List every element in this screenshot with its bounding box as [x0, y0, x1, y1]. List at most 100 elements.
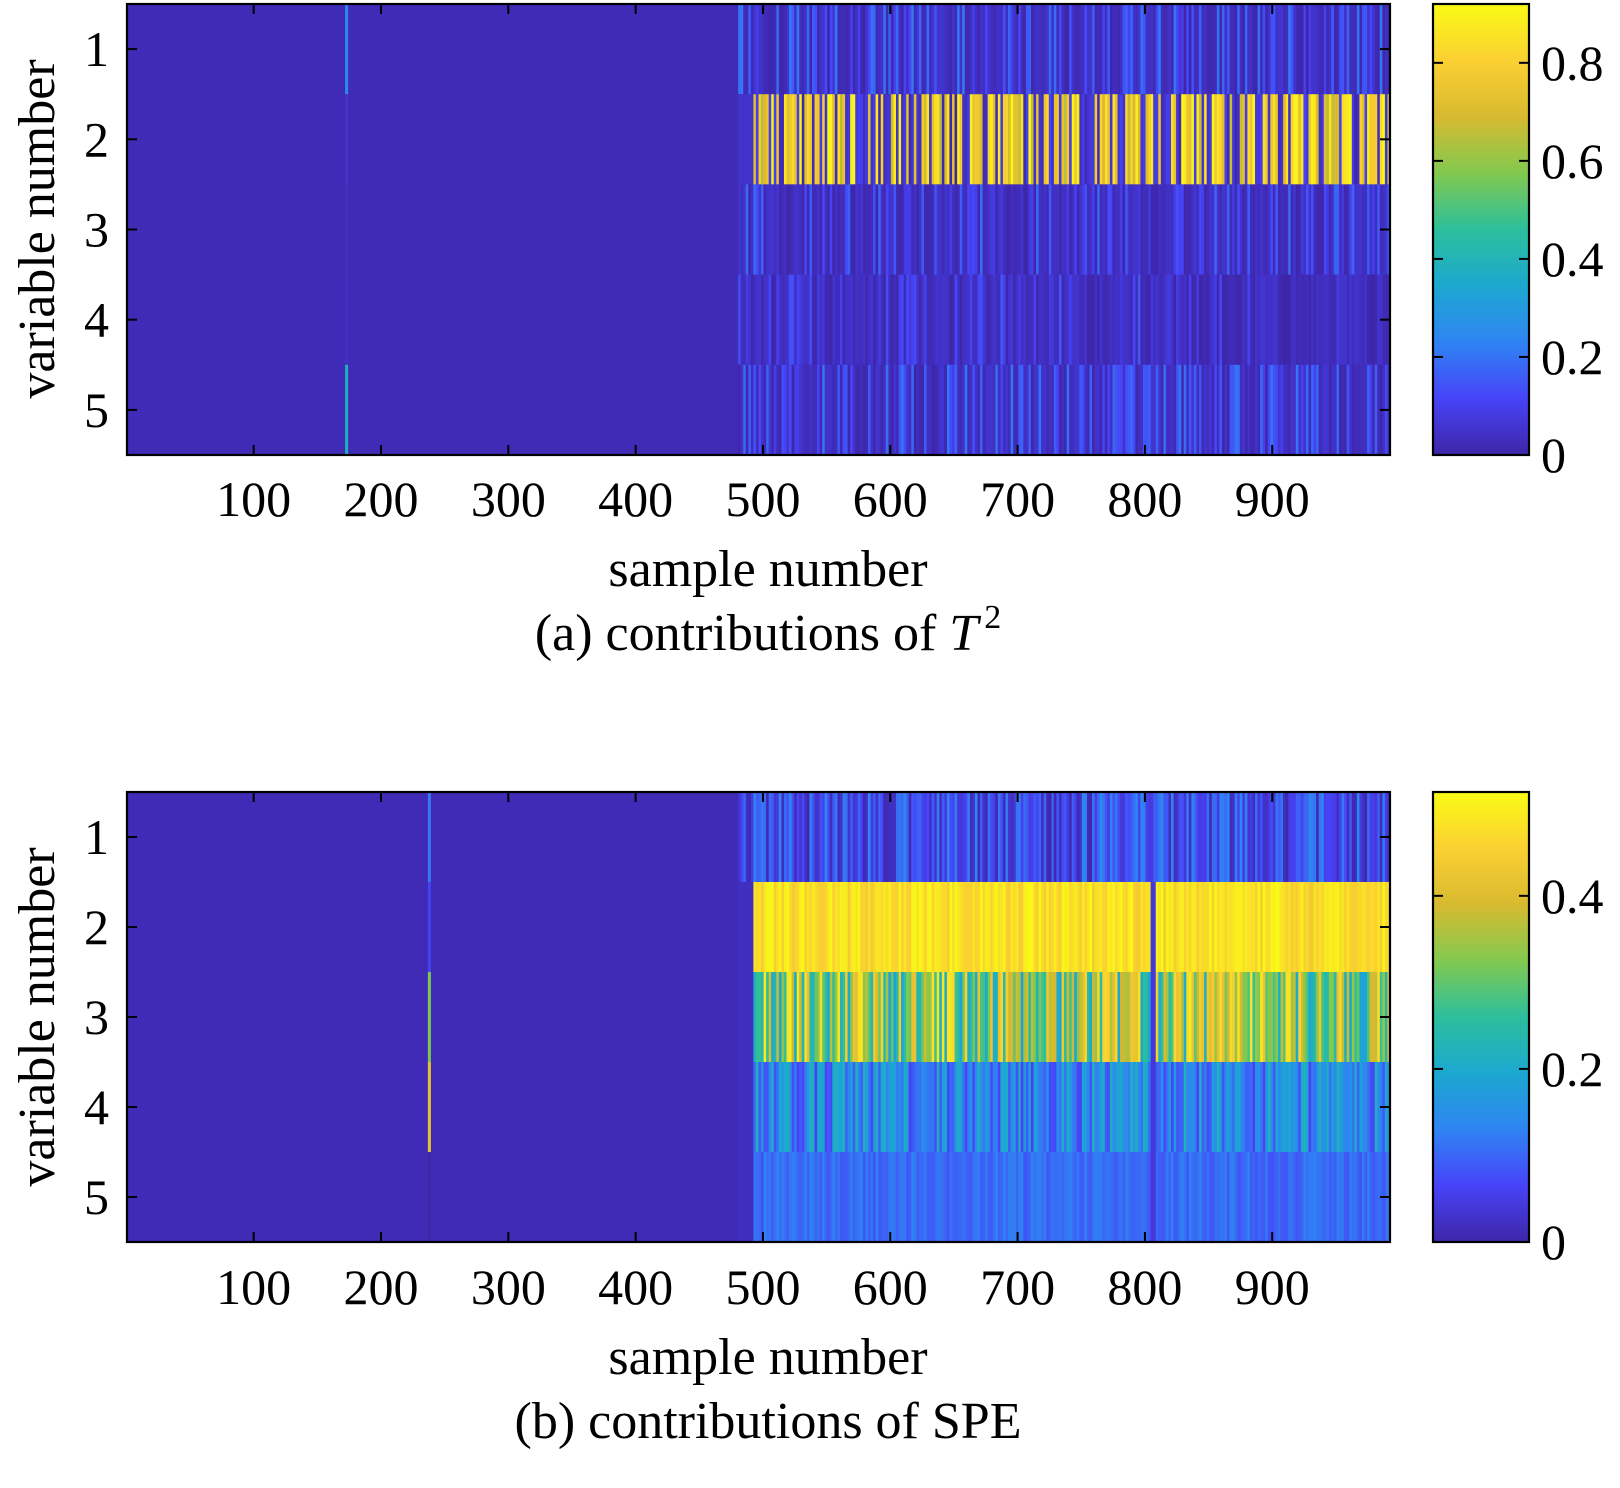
heat-cell: [740, 4, 744, 95]
heat-cell: [1158, 184, 1162, 275]
heat-cell: [814, 972, 818, 1062]
heat-cell: [1214, 4, 1218, 95]
heat-cell: [1288, 1062, 1291, 1152]
heat-cell: [1339, 274, 1342, 365]
heat-cell: [1064, 1062, 1067, 1152]
heat-cell: [738, 94, 741, 185]
heat-cell: [1328, 1062, 1332, 1152]
spike-cell: [345, 364, 349, 455]
heat-cell: [918, 94, 922, 185]
heat-cell: [957, 274, 960, 365]
heat-cell: [921, 94, 925, 185]
heat-cell: [944, 364, 948, 455]
heat-cell: [974, 972, 978, 1062]
heat-cell: [1224, 882, 1228, 972]
heat-cell: [929, 1062, 932, 1152]
heat-cell: [1030, 274, 1034, 365]
heat-cell: [1132, 4, 1136, 95]
heat-cell: [1229, 184, 1233, 275]
heat-cell: [1132, 882, 1136, 972]
heat-cell: [837, 274, 841, 365]
heat-cell: [832, 184, 836, 275]
heat-cell: [962, 1062, 966, 1152]
heat-cell: [847, 184, 851, 275]
heat-cell: [1048, 94, 1052, 185]
heat-cell: [1232, 184, 1235, 275]
heat-cell: [786, 1062, 790, 1152]
heat-cell: [1122, 882, 1126, 972]
heat-cell: [890, 364, 894, 455]
heat-cell: [1104, 882, 1108, 972]
heat-cell: [829, 1152, 833, 1242]
heat-cell: [1086, 972, 1090, 1062]
heat-cell: [1199, 882, 1202, 972]
heat-cell: [867, 792, 871, 882]
heat-cell: [1285, 882, 1289, 972]
heat-cell: [929, 882, 932, 972]
heat-cell: [1280, 364, 1284, 455]
heat-cell: [806, 184, 810, 275]
heat-cell: [847, 792, 851, 882]
heat-cell: [766, 792, 769, 882]
heat-cell: [1372, 94, 1376, 185]
heat-cell: [1023, 1152, 1027, 1242]
heat-cell: [974, 882, 978, 972]
heat-cell: [1143, 1062, 1146, 1152]
heat-cell: [1109, 364, 1113, 455]
heat-cell: [771, 1062, 775, 1152]
heat-cell: [776, 4, 780, 95]
heat-cell: [811, 4, 815, 95]
heat-cell: [1038, 184, 1042, 275]
heat-cell: [796, 972, 800, 1062]
heat-cell: [1244, 4, 1248, 95]
heat-cell: [913, 972, 917, 1062]
heat-cell: [972, 94, 976, 185]
heat-cell: [1048, 4, 1052, 95]
heat-cell: [1051, 882, 1055, 972]
heat-cell: [1036, 4, 1039, 95]
heat-cell: [771, 364, 775, 455]
heat-cell: [1109, 1152, 1113, 1242]
heat-cell: [1186, 184, 1190, 275]
heat-cell: [1346, 184, 1350, 275]
heat-cell: [1140, 274, 1144, 365]
heat-cell: [1211, 1062, 1215, 1152]
heat-cell: [745, 792, 749, 882]
heat-cell: [824, 972, 828, 1062]
heat-cell: [1002, 4, 1006, 95]
heat-cell: [1033, 94, 1037, 185]
heat-cell: [1349, 882, 1353, 972]
heat-cell: [1002, 972, 1006, 1062]
heat-cell: [850, 1062, 854, 1152]
heat-cell: [1104, 4, 1108, 95]
heat-cell: [1290, 1152, 1294, 1242]
heat-cell: [789, 972, 792, 1062]
heat-cell: [852, 1062, 856, 1152]
heat-cell: [1188, 4, 1192, 95]
heat-cell: [1178, 1152, 1182, 1242]
heat-cell: [1127, 882, 1131, 972]
heat-cell: [827, 4, 831, 95]
heat-cell: [1015, 94, 1019, 185]
heat-cell: [967, 364, 971, 455]
heat-cell: [804, 4, 808, 95]
heat-cell: [1298, 4, 1302, 95]
heat-cell: [1099, 94, 1103, 185]
heat-cell: [1336, 792, 1340, 882]
heat-cell: [1140, 972, 1144, 1062]
heat-cell: [972, 972, 976, 1062]
heat-cell: [758, 1062, 762, 1152]
heat-cell: [959, 274, 963, 365]
heat-cell: [1209, 972, 1213, 1062]
heat-cell: [1267, 4, 1271, 95]
heat-cell: [1234, 1062, 1238, 1152]
heat-cell: [1074, 274, 1078, 365]
heat-cell: [1109, 4, 1113, 95]
heat-cell: [1160, 792, 1164, 882]
heat-cell: [1224, 972, 1228, 1062]
heat-cell: [857, 792, 861, 882]
heat-cell: [799, 364, 803, 455]
heat-cell: [832, 4, 836, 95]
heat-cell: [847, 1062, 851, 1152]
heat-cell: [964, 4, 968, 95]
